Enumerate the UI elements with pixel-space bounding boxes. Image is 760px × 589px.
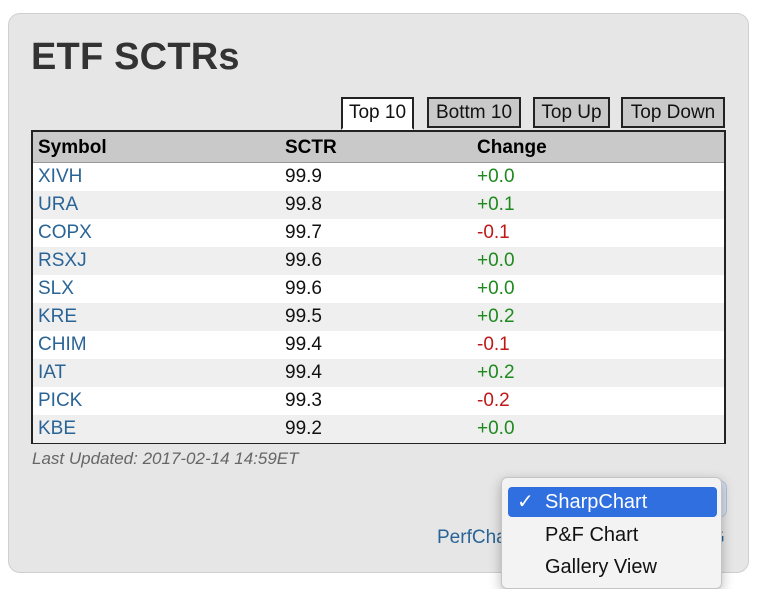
change-value: +0.1 xyxy=(477,194,515,215)
menu-item-gallery-view[interactable]: Gallery View xyxy=(508,552,717,582)
sctr-value: 99.6 xyxy=(285,250,322,271)
symbol-link[interactable]: RSXJ xyxy=(38,250,87,271)
sctr-value: 99.3 xyxy=(285,390,322,411)
header-sctr: SCTR xyxy=(285,137,337,158)
change-value: +0.2 xyxy=(477,362,515,383)
symbol-link[interactable]: CHIM xyxy=(38,334,87,355)
panel-title: ETF SCTRs xyxy=(31,36,240,78)
sctr-table: Symbol SCTR Change XIVH 99.9 +0.0 URA 99.8 +0… xyxy=(31,130,726,444)
sctr-value: 99.4 xyxy=(285,362,322,383)
table-row: RSXJ 99.6 +0.0 xyxy=(33,247,724,275)
table-header: Symbol SCTR Change xyxy=(33,132,724,163)
table-body: XIVH 99.9 +0.0 URA 99.8 +0.1 COPX 99.7 -0.1 RSXJ 9… xyxy=(33,163,724,443)
table-row: CHIM 99.4 -0.1 xyxy=(33,331,724,359)
sctr-value: 99.2 xyxy=(285,418,322,439)
sctr-value: 99.7 xyxy=(285,222,322,243)
tab-top-up[interactable]: Top Up xyxy=(533,97,610,128)
change-value: +0.0 xyxy=(477,278,515,299)
symbol-link[interactable]: IAT xyxy=(38,362,67,383)
checkmark-icon: ✓ xyxy=(517,491,534,513)
tab-top-down[interactable]: Top Down xyxy=(621,97,725,128)
menu-item-label: Gallery View xyxy=(545,556,657,578)
tab-top-10[interactable]: Top 10 xyxy=(341,97,414,130)
table-row: IAT 99.4 +0.2 xyxy=(33,359,724,387)
symbol-link[interactable]: KRE xyxy=(38,306,78,327)
last-updated: Last Updated: 2017-02-14 14:59ET xyxy=(32,449,299,468)
table-row: COPX 99.7 -0.1 xyxy=(33,219,724,247)
tab-bottom-10[interactable]: Bottm 10 xyxy=(427,97,521,128)
change-value: +0.2 xyxy=(477,306,515,327)
sctr-value: 99.5 xyxy=(285,306,322,327)
sctr-value: 99.4 xyxy=(285,334,322,355)
symbol-link[interactable]: COPX xyxy=(38,222,92,243)
menu-item-label: SharpChart xyxy=(545,491,648,513)
symbol-link[interactable]: KBE xyxy=(38,418,77,439)
symbol-link[interactable]: SLX xyxy=(38,278,74,299)
symbol-link[interactable]: PICK xyxy=(38,390,83,411)
symbol-link[interactable]: URA xyxy=(38,194,79,215)
sctr-value: 99.9 xyxy=(285,166,322,187)
menu-item-label: P&F Chart xyxy=(545,524,639,546)
symbol-link[interactable]: XIVH xyxy=(38,166,83,187)
change-value: -0.1 xyxy=(477,222,510,243)
table-row: URA 99.8 +0.1 xyxy=(33,191,724,219)
sctr-value: 99.6 xyxy=(285,278,322,299)
table-row: XIVH 99.9 +0.0 xyxy=(33,163,724,191)
table-row: SLX 99.6 +0.0 xyxy=(33,275,724,303)
change-value: -0.2 xyxy=(477,390,510,411)
header-symbol: Symbol xyxy=(38,137,107,158)
table-row: KRE 99.5 +0.2 xyxy=(33,303,724,331)
perfchart-link[interactable]: PerfCha xyxy=(437,527,507,548)
menu-item-pf-chart[interactable]: P&F Chart xyxy=(508,520,717,550)
table-row: KBE 99.2 +0.0 xyxy=(33,415,724,443)
change-value: +0.0 xyxy=(477,166,515,187)
header-change: Change xyxy=(477,137,547,158)
menu-item-sharpchart[interactable]: ✓ SharpChart xyxy=(508,487,717,517)
change-value: +0.0 xyxy=(477,250,515,271)
change-value: -0.1 xyxy=(477,334,510,355)
sctr-value: 99.8 xyxy=(285,194,322,215)
change-value: +0.0 xyxy=(477,418,515,439)
chart-type-menu: ✓ SharpChart P&F Chart Gallery View xyxy=(501,477,722,589)
table-row: PICK 99.3 -0.2 xyxy=(33,387,724,415)
